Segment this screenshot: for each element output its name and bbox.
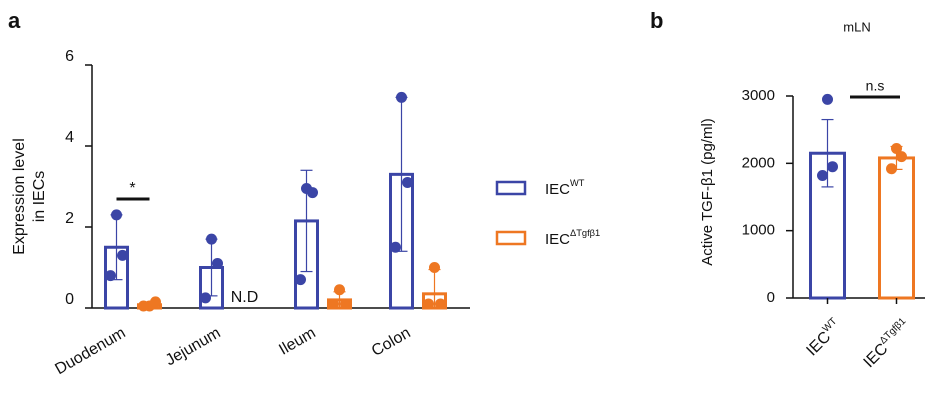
- y-tick-label: 2: [65, 210, 74, 227]
- y-axis-label: Active TGF-β1 (pg/ml): [699, 118, 716, 266]
- x-tick-label: IECΔTgfβ1: [859, 315, 915, 371]
- data-point: [105, 270, 116, 282]
- legend-label-base: IEC: [545, 231, 570, 248]
- data-point: [423, 298, 434, 310]
- x-tick-label: IECWT: [801, 316, 845, 360]
- data-point: [200, 292, 211, 304]
- legend-label-sup: WT: [570, 178, 585, 188]
- legend-label-base: IEC: [545, 181, 570, 198]
- y-tick-label: 0: [65, 291, 74, 308]
- x-tick-label: Ileum: [276, 324, 318, 358]
- data-point: [111, 209, 122, 221]
- data-point: [340, 298, 351, 310]
- data-point: [206, 233, 217, 245]
- panel-label: b: [650, 8, 663, 33]
- data-point: [402, 176, 413, 188]
- data-point: [212, 257, 223, 269]
- data-point: [328, 298, 339, 310]
- y-tick-label: 4: [65, 129, 74, 146]
- legend-swatch: [495, 180, 527, 196]
- x-tick-label: Jejunum: [163, 324, 224, 369]
- data-point: [138, 300, 149, 312]
- legend-label: IECWT: [545, 178, 585, 198]
- legend-label-sup: ΔTgfβ1: [570, 228, 600, 238]
- data-point: [396, 91, 407, 103]
- data-point: [817, 169, 828, 181]
- bar: [878, 156, 915, 300]
- x-tick-label: Duodenum: [52, 324, 128, 378]
- data-point: [429, 262, 440, 273]
- data-point: [295, 274, 306, 286]
- y-axis-label: in IECs: [31, 171, 48, 223]
- y-tick-label: 6: [65, 48, 74, 65]
- data-point: [891, 143, 902, 155]
- legend-label: IECΔTgfβ1: [545, 228, 600, 248]
- data-point: [896, 151, 907, 163]
- annotation: *: [129, 180, 135, 197]
- chart-title: mLN: [843, 19, 870, 34]
- x-tick-label-sup: ΔTgfβ1: [877, 315, 908, 346]
- data-point: [334, 284, 345, 296]
- data-point: [822, 93, 833, 105]
- y-tick-label: 0: [767, 289, 775, 306]
- data-point: [886, 163, 897, 175]
- x-tick-label: Colon: [369, 324, 414, 360]
- annotation: n.s: [866, 78, 885, 94]
- data-point: [435, 298, 446, 310]
- data-point: [150, 296, 161, 308]
- data-point: [827, 161, 838, 173]
- legend-swatch: [495, 230, 527, 246]
- y-tick-label: 2000: [742, 154, 775, 171]
- data-point: [117, 249, 128, 261]
- panel-label: a: [8, 8, 21, 33]
- y-tick-label: 1000: [742, 222, 775, 239]
- y-tick-label: 3000: [742, 87, 775, 104]
- y-axis-label: Expression level: [11, 138, 28, 255]
- data-point: [307, 187, 318, 199]
- annotation: N.D: [231, 289, 259, 306]
- data-point: [390, 241, 401, 253]
- x-tick-label-base: IEC: [861, 341, 892, 372]
- x-tick-label-base: IEC: [804, 329, 835, 360]
